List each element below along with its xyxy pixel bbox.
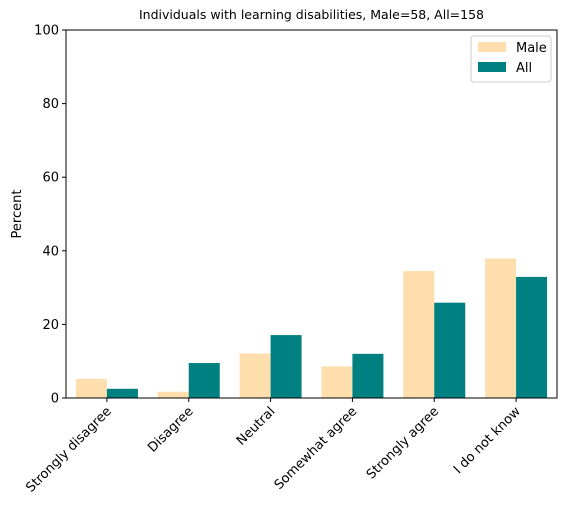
bar-male-4: [403, 271, 435, 398]
legend-swatch-all: [478, 62, 506, 72]
legend-label-male: Male: [516, 41, 547, 56]
x-tick-label: Strongly agree: [364, 404, 442, 482]
x-axis: Strongly disagree Disagree NeutralSomewhat…: [23, 398, 524, 496]
bar-male-3: [321, 366, 353, 398]
legend: Male All: [470, 35, 552, 83]
y-tick-label: 0: [51, 392, 59, 407]
legend-label-all: All: [516, 61, 532, 76]
y-tick-label: 20: [42, 318, 59, 333]
plot-frame: [65, 29, 558, 399]
y-axis: 0 20 40 60 80 100: [34, 24, 66, 407]
y-axis-label: Percent: [10, 190, 25, 239]
bar-all-5: [516, 276, 548, 398]
bar-male-1: [157, 391, 189, 398]
bar-male-2: [239, 353, 271, 398]
bar-all-0: [106, 388, 138, 398]
x-tick-label: Disagree: [145, 404, 196, 455]
chart-title: Individuals with learning disabilities, …: [139, 7, 484, 22]
x-tick-label: Neutral: [234, 404, 279, 449]
x-tick-label: Strongly disagree: [23, 404, 114, 495]
bar-all-4: [434, 302, 466, 398]
legend-swatch-male: [478, 42, 506, 52]
y-tick-label: 60: [42, 171, 59, 186]
bar-all-1: [188, 363, 220, 398]
y-tick-label: 40: [42, 244, 59, 259]
bar-male-5: [485, 258, 517, 398]
y-tick-label: 100: [34, 24, 59, 39]
bar-all-2: [270, 335, 302, 398]
bar-all-3: [352, 353, 384, 398]
x-tick-label: Somewhat agree: [272, 404, 361, 493]
y-tick-label: 80: [42, 97, 59, 112]
bars-group: [75, 258, 548, 398]
x-tick-label: I do not know: [451, 404, 524, 477]
bar-male-0: [75, 378, 107, 398]
